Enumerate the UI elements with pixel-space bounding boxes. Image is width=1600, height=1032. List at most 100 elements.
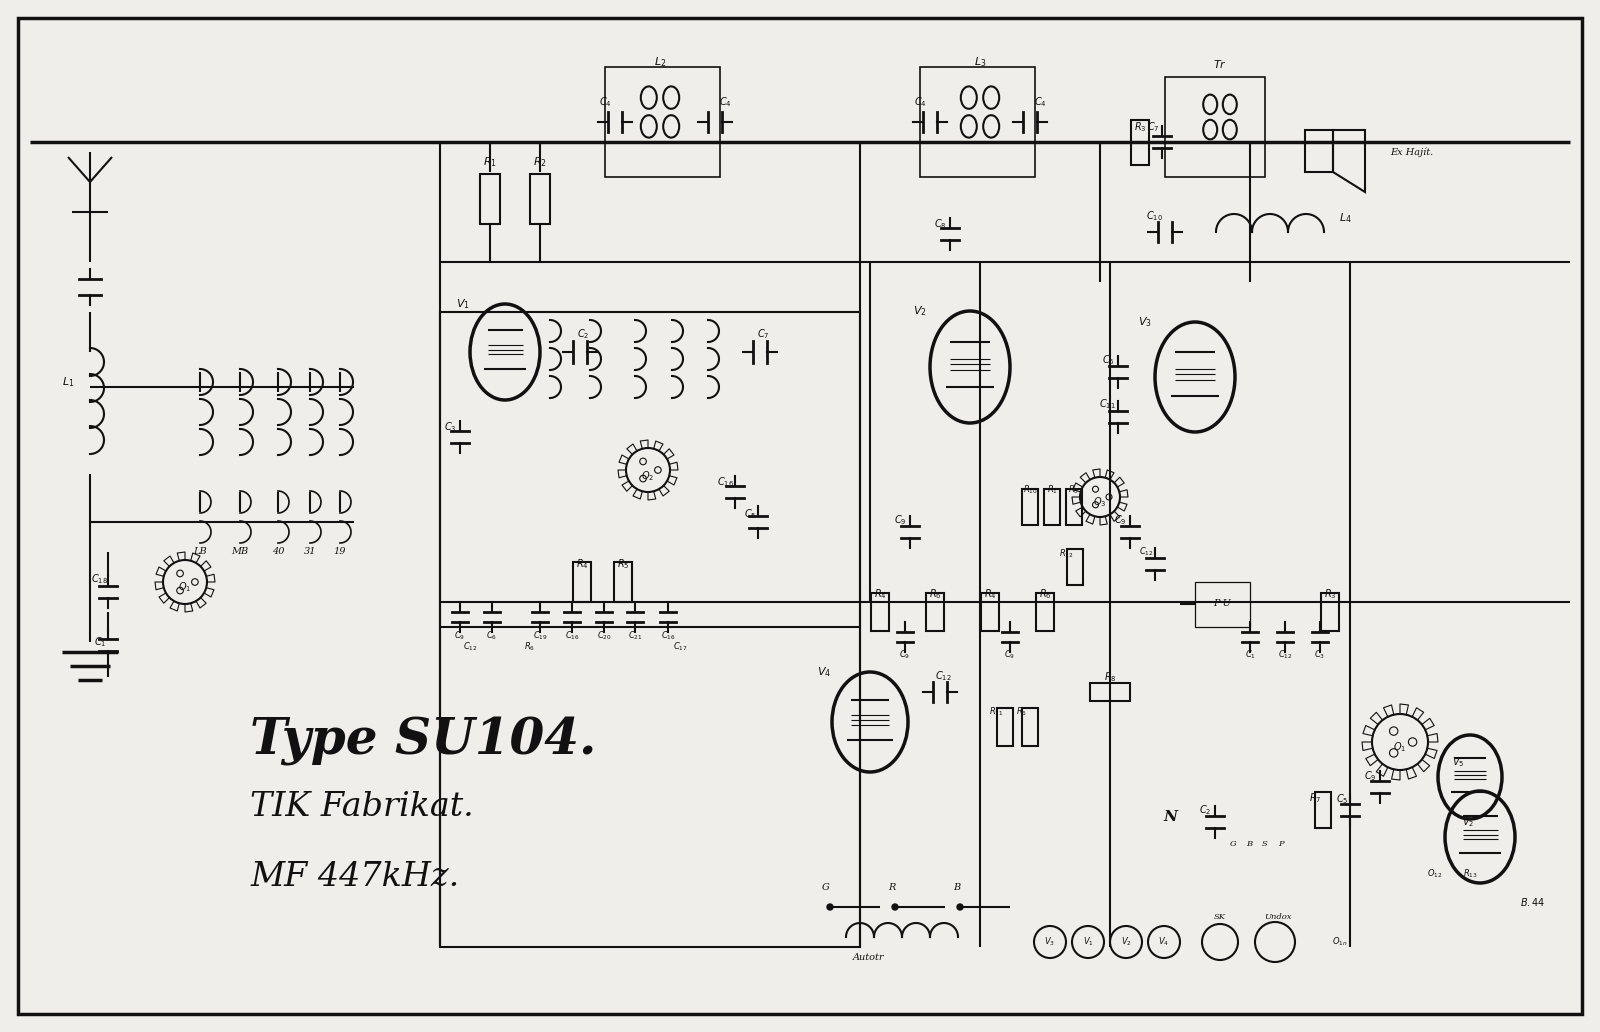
Text: 31: 31 <box>304 548 317 556</box>
Text: $R_6$: $R_6$ <box>928 587 941 601</box>
Text: $C_1$: $C_1$ <box>1245 649 1256 662</box>
Text: $C_6$: $C_6$ <box>1102 353 1114 367</box>
Text: $L_2$: $L_2$ <box>654 55 666 69</box>
Bar <box>1043 489 1059 525</box>
Text: SK: SK <box>1214 913 1226 921</box>
Text: $R_6$: $R_6$ <box>525 641 536 653</box>
Bar <box>870 593 890 631</box>
Bar <box>981 593 998 631</box>
Text: $C_9$: $C_9$ <box>1114 513 1126 527</box>
Text: $R_8$: $R_8$ <box>1104 670 1117 684</box>
Text: $V_3$: $V_3$ <box>1138 315 1152 329</box>
Text: $C_4$: $C_4$ <box>598 95 611 109</box>
Bar <box>1090 683 1130 701</box>
Bar <box>480 174 499 224</box>
Text: $V_5$: $V_5$ <box>1451 755 1464 769</box>
Text: $C_{10}$: $C_{10}$ <box>1147 209 1163 223</box>
Text: P: P <box>1278 840 1283 848</box>
Text: $R_6$: $R_6$ <box>1016 706 1027 718</box>
Text: $C_3$: $C_3$ <box>1315 649 1325 662</box>
Text: $O_3$: $O_3$ <box>1093 495 1107 509</box>
Bar <box>997 708 1013 746</box>
Bar <box>1165 77 1266 178</box>
Text: $C_9$: $C_9$ <box>894 513 906 527</box>
Bar <box>1037 593 1054 631</box>
Bar <box>1322 593 1339 631</box>
Text: $R_{12}$: $R_{12}$ <box>1059 548 1074 560</box>
Circle shape <box>957 904 963 910</box>
Bar <box>530 174 550 224</box>
Text: $V_1$: $V_1$ <box>456 297 470 311</box>
Text: B: B <box>954 882 960 892</box>
Text: $C_9$: $C_9$ <box>1363 769 1376 783</box>
Text: $V_4$: $V_4$ <box>1158 936 1170 948</box>
Text: $R_{10}$: $R_{10}$ <box>1022 484 1037 496</box>
Text: $V_2$: $V_2$ <box>914 304 926 318</box>
Bar <box>920 67 1035 178</box>
Text: $L_4$: $L_4$ <box>1339 212 1352 225</box>
Text: $C_5$: $C_5$ <box>744 507 757 521</box>
Text: $O_2$: $O_2$ <box>642 470 654 483</box>
Text: $R_5$: $R_5$ <box>616 557 629 571</box>
Text: TIK Fabrikat.: TIK Fabrikat. <box>250 791 474 823</box>
Text: R: R <box>888 882 896 892</box>
Text: $V_2$: $V_2$ <box>1462 815 1474 829</box>
Bar <box>1131 120 1149 164</box>
Text: $V_1$: $V_1$ <box>1083 936 1093 948</box>
Text: $C_4$: $C_4$ <box>718 95 731 109</box>
Bar <box>1306 130 1333 172</box>
Text: Type SU104.: Type SU104. <box>250 717 597 767</box>
Circle shape <box>827 904 834 910</box>
Bar <box>614 562 632 602</box>
Text: $C_{16}$: $C_{16}$ <box>565 630 579 642</box>
Text: B: B <box>1246 840 1253 848</box>
Text: Undox: Undox <box>1264 913 1291 921</box>
Bar <box>1066 489 1082 525</box>
Text: $R_4$: $R_4$ <box>984 587 997 601</box>
Text: $R_0$: $R_0$ <box>1069 484 1080 496</box>
Bar <box>573 562 590 602</box>
Text: $R_6$: $R_6$ <box>1038 587 1051 601</box>
Text: G: G <box>822 882 830 892</box>
Circle shape <box>893 904 898 910</box>
Text: N: N <box>1163 810 1178 824</box>
Text: $C_3$: $C_3$ <box>443 420 456 433</box>
Text: $V_4$: $V_4$ <box>818 665 830 679</box>
Text: $C_{17}$: $C_{17}$ <box>672 641 688 653</box>
Text: $C_4$: $C_4$ <box>1034 95 1046 109</box>
Text: $C_{11}$: $C_{11}$ <box>1099 397 1115 411</box>
Text: $R_1$: $R_1$ <box>483 155 498 169</box>
Text: $C_9$: $C_9$ <box>899 649 910 662</box>
Text: $C_8$: $C_8$ <box>934 217 946 231</box>
Text: $L_1$: $L_1$ <box>62 375 74 389</box>
Text: $R_3$: $R_3$ <box>1134 120 1146 134</box>
Text: $O_{12}$: $O_{12}$ <box>1427 868 1443 880</box>
Text: $R_3$: $R_3$ <box>1323 587 1336 601</box>
Text: $C_{12}$: $C_{12}$ <box>934 669 952 683</box>
Bar <box>1067 549 1083 585</box>
Text: $C_{12}$: $C_{12}$ <box>1139 546 1154 558</box>
Text: $R_{11}$: $R_{11}$ <box>989 706 1003 718</box>
Text: $R_{13}$: $R_{13}$ <box>1462 868 1477 880</box>
Text: Ex Hajít.: Ex Hajít. <box>1390 148 1434 157</box>
Text: G: G <box>1230 840 1237 848</box>
Text: $C_7$: $C_7$ <box>1147 120 1160 134</box>
Text: $C_2$: $C_2$ <box>1198 803 1211 817</box>
Text: $C_9$: $C_9$ <box>1005 649 1016 662</box>
Text: 19: 19 <box>334 548 346 556</box>
Text: $C_{21}$: $C_{21}$ <box>627 630 642 642</box>
Bar <box>1022 489 1038 525</box>
Text: $C_{19}$: $C_{19}$ <box>533 630 547 642</box>
Text: $Tr$: $Tr$ <box>1213 58 1227 70</box>
Text: $C_{12}$: $C_{12}$ <box>1278 649 1293 662</box>
Text: $V_3$: $V_3$ <box>1045 936 1056 948</box>
Bar <box>605 67 720 178</box>
Text: LB: LB <box>194 548 206 556</box>
Text: $R_2$: $R_2$ <box>533 155 547 169</box>
Text: $O_1$: $O_1$ <box>1394 740 1406 754</box>
Bar <box>1315 792 1331 828</box>
Text: $C_{16}$: $C_{16}$ <box>717 475 734 489</box>
Text: 40: 40 <box>272 548 285 556</box>
Text: P U: P U <box>1213 600 1230 609</box>
Text: $C_2$: $C_2$ <box>578 327 589 341</box>
